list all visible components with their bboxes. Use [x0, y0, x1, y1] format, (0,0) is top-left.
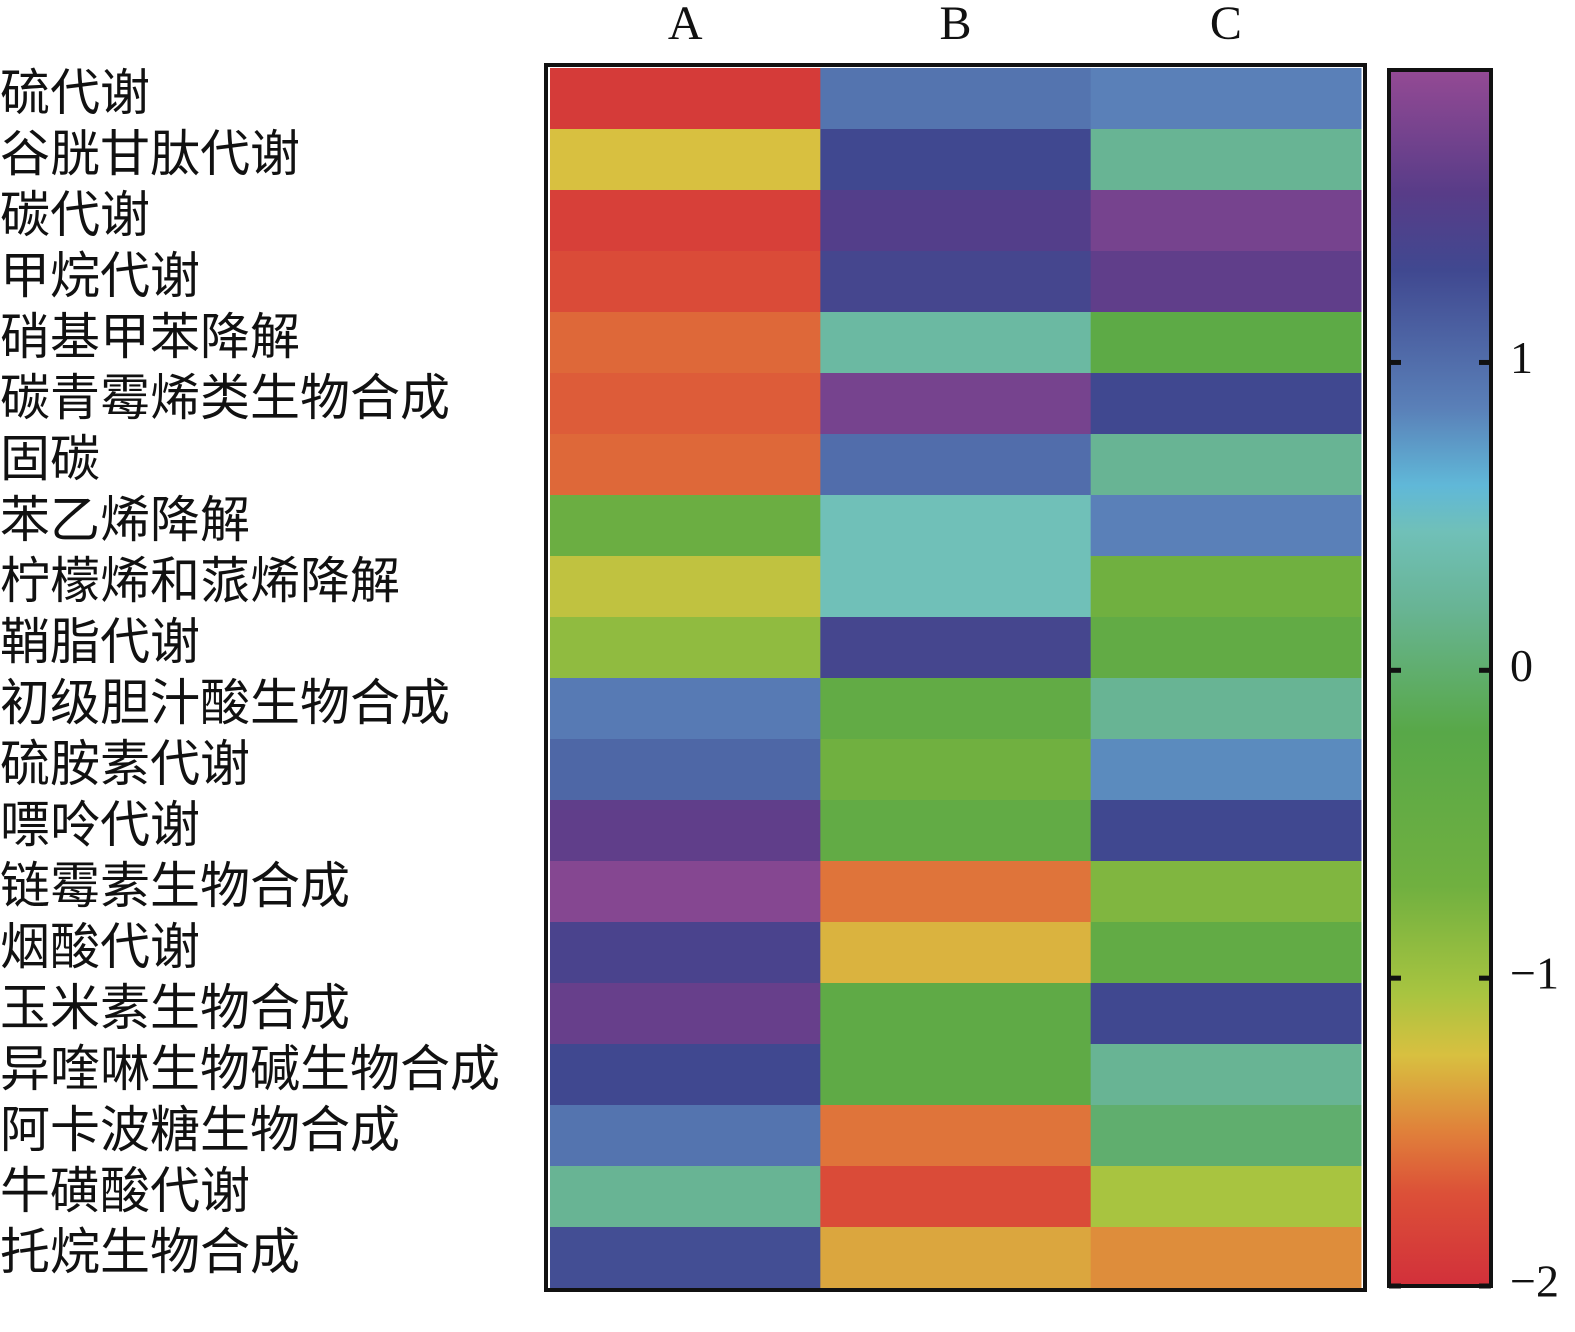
column-label: A — [668, 0, 703, 50]
heatmap-cell — [820, 922, 1092, 984]
colorbar-tick-label: −1 — [1510, 948, 1559, 999]
heatmap-cell — [1090, 800, 1362, 862]
row-label: 阿卡波糖生物合成 — [0, 1102, 400, 1158]
row-label: 玉米素生物合成 — [0, 980, 350, 1036]
column-label: C — [1210, 0, 1242, 50]
heatmap-cell — [820, 495, 1092, 557]
colorbar-tick-label: −2 — [1510, 1256, 1559, 1307]
heatmap-cell — [1090, 739, 1362, 801]
heatmap-cell — [550, 861, 821, 923]
row-label: 初级胆汁酸生物合成 — [0, 675, 450, 731]
heatmap-cell — [820, 617, 1092, 679]
heatmap-cell — [1090, 251, 1362, 313]
heatmap-cell — [550, 617, 821, 679]
heatmap-cell — [1090, 922, 1362, 984]
heatmap-cell — [550, 434, 821, 496]
heatmap-cell — [550, 1227, 821, 1289]
row-label: 鞘脂代谢 — [0, 614, 200, 670]
heatmap-cell — [550, 312, 821, 374]
heatmap-cell — [820, 373, 1092, 435]
heatmap-cell — [1090, 190, 1362, 252]
row-label: 甲烷代谢 — [0, 248, 200, 304]
heatmap-cell — [820, 434, 1092, 496]
heatmap-cell — [550, 495, 821, 557]
heatmap-frame — [544, 63, 1367, 1292]
heatmap-cell — [1090, 1166, 1362, 1228]
heatmap-cell — [1090, 495, 1362, 557]
heatmap-cell — [550, 1105, 821, 1167]
heatmap-cell — [1090, 68, 1362, 130]
row-label: 硫胺素代谢 — [0, 736, 250, 792]
heatmap-cell — [820, 556, 1092, 618]
heatmap-cell — [550, 1166, 821, 1228]
heatmap-cell — [1090, 556, 1362, 618]
heatmap-cell — [1090, 312, 1362, 374]
heatmap-cell — [820, 68, 1092, 130]
heatmap-cell — [820, 129, 1092, 191]
heatmap-cell — [550, 251, 821, 313]
heatmap-cell — [1090, 983, 1362, 1045]
heatmap-cell — [820, 251, 1092, 313]
row-label: 嘌呤代谢 — [0, 797, 200, 853]
heatmap-cell — [820, 1227, 1092, 1289]
heatmap-cell — [1090, 678, 1362, 740]
heatmap-cell — [820, 800, 1092, 862]
row-label: 苯乙烯降解 — [0, 492, 250, 548]
heatmap-cell — [550, 1044, 821, 1106]
heatmap-cell — [1090, 434, 1362, 496]
heatmap-cell — [550, 556, 821, 618]
heatmap-cell — [550, 190, 821, 252]
heatmap-cell — [820, 861, 1092, 923]
row-label: 碳代谢 — [0, 187, 150, 243]
row-label: 硝基甲苯降解 — [0, 309, 300, 365]
row-label: 牛磺酸代谢 — [0, 1163, 250, 1219]
column-label: B — [939, 0, 971, 50]
heatmap-cell — [550, 129, 821, 191]
heatmap-cell — [820, 983, 1092, 1045]
heatmap-cell — [820, 1044, 1092, 1106]
heatmap-cell — [550, 68, 821, 130]
heatmap-cell — [820, 739, 1092, 801]
row-label: 硫代谢 — [0, 65, 150, 121]
heatmap-cell — [1090, 1044, 1362, 1106]
heatmap-cell — [1090, 861, 1362, 923]
heatmap-cell — [550, 373, 821, 435]
heatmap-cell — [550, 983, 821, 1045]
heatmap-cell — [820, 1105, 1092, 1167]
colorbar-tick-label: 0 — [1510, 640, 1533, 691]
row-label: 异喹啉生物碱生物合成 — [0, 1041, 500, 1097]
row-label: 链霉素生物合成 — [0, 858, 350, 914]
colorbar-tick-label: 1 — [1510, 332, 1533, 383]
row-label: 固碳 — [0, 431, 100, 487]
row-label: 烟酸代谢 — [0, 919, 200, 975]
heatmap-cell — [550, 739, 821, 801]
heatmap-cell — [550, 800, 821, 862]
heatmap-cell — [820, 190, 1092, 252]
heatmap-cell — [1090, 1105, 1362, 1167]
heatmap-cell — [1090, 1227, 1362, 1289]
heatmap-cell — [820, 312, 1092, 374]
heatmap-cell — [1090, 617, 1362, 679]
heatmap-cell — [820, 678, 1092, 740]
heatmap-cell — [550, 922, 821, 984]
row-label: 谷胱甘肽代谢 — [0, 126, 300, 182]
colorbar — [1387, 68, 1493, 1288]
heatmap-cell — [550, 678, 821, 740]
row-label: 托烷生物合成 — [0, 1224, 300, 1280]
heatmap-cell — [1090, 129, 1362, 191]
row-label: 碳青霉烯类生物合成 — [0, 370, 450, 426]
row-label: 柠檬烯和蒎烯降解 — [0, 553, 400, 609]
heatmap-cell — [1090, 373, 1362, 435]
heatmap-cell — [820, 1166, 1092, 1228]
